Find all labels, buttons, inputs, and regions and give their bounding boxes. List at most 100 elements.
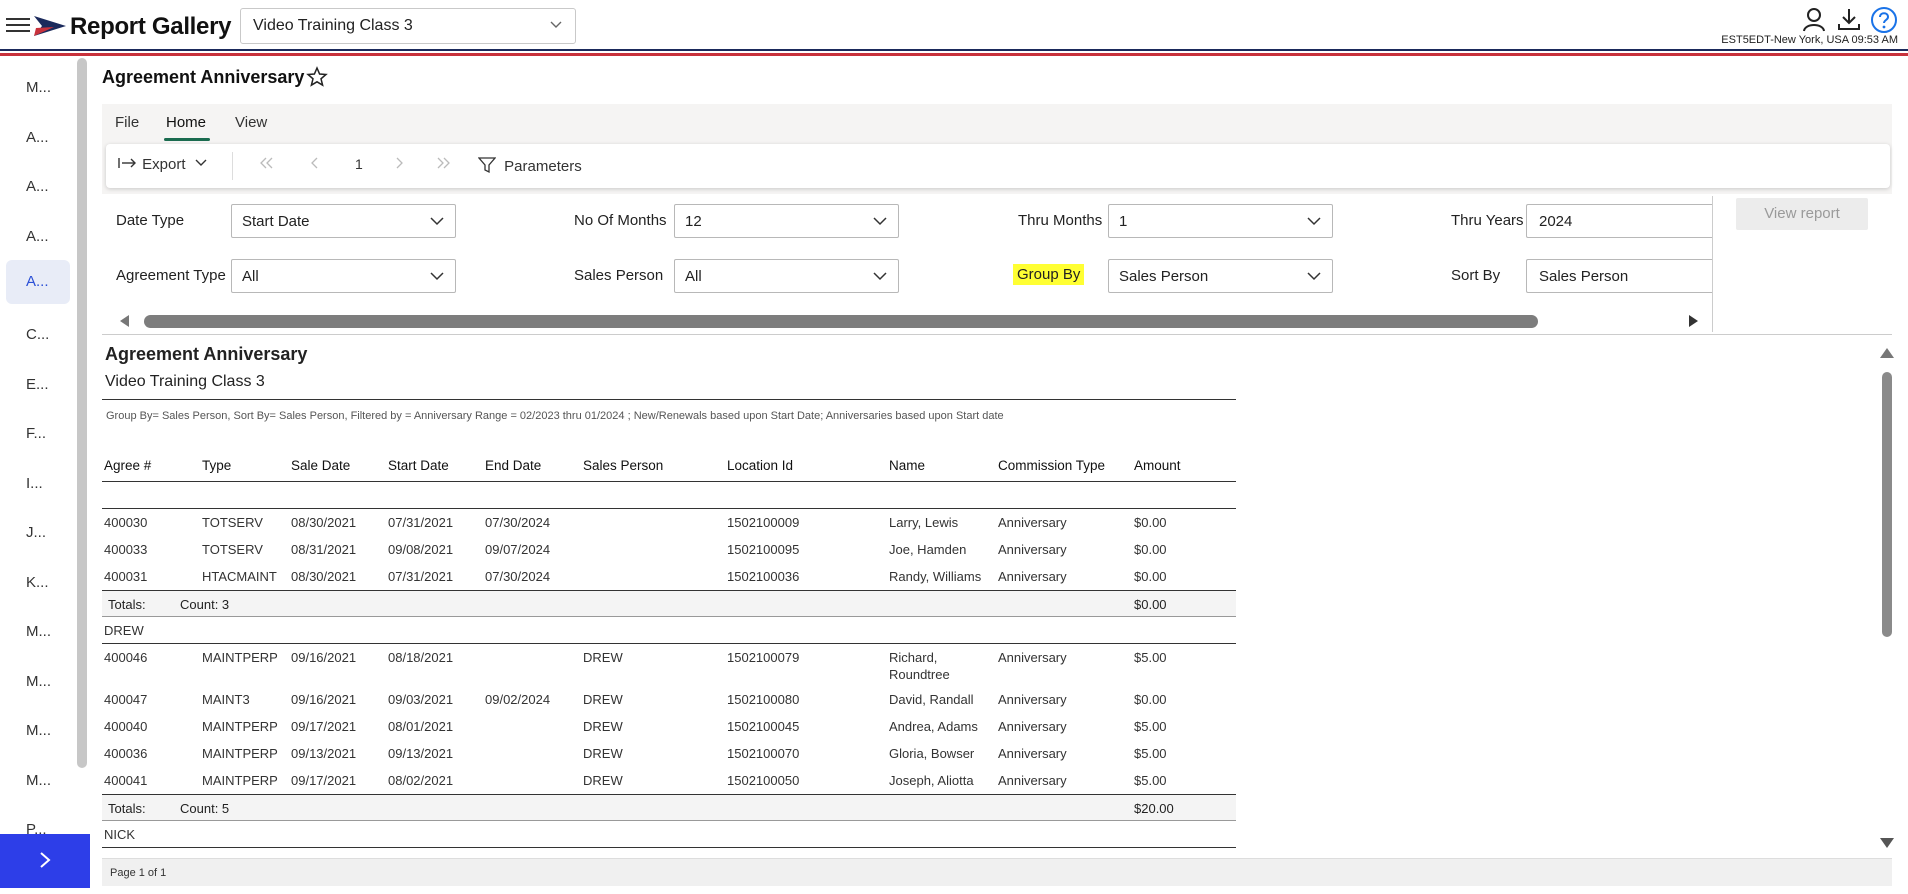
report-subtitle: Video Training Class 3 [105,373,265,390]
table-cell: 09/08/2021 [388,542,454,557]
report-table: Agree # Type Sale Date Start Date End Da… [102,452,1236,856]
sidebar-item[interactable]: I... [6,462,70,506]
sidebar-item[interactable]: J... [6,511,70,555]
chevron-down-icon [873,272,887,281]
scroll-left-icon[interactable] [120,315,130,327]
table-cell: Andrea, Adams [889,719,978,734]
table-cell: Arthur [889,853,995,856]
sidebar-item[interactable]: E... [6,363,70,407]
tab-home[interactable]: Home [166,114,207,131]
col-header: Type [202,458,232,473]
sidebar-item[interactable]: M... [6,610,70,654]
table-cell: 400040 [104,719,148,734]
totals-amount: $0.00 [1134,597,1167,612]
table-cell: 400047 [104,692,148,707]
previous-page-icon[interactable] [310,156,320,174]
sales-person-select[interactable]: All [674,259,899,293]
tab-view[interactable]: View [235,114,268,131]
view-report-button[interactable]: View report [1736,198,1868,230]
sidebar-item-label: A... [26,273,49,290]
sidebar-item[interactable]: A... [6,165,70,209]
active-tab-indicator [164,138,210,141]
sidebar-item[interactable]: K... [6,561,70,605]
no-of-months-select[interactable]: 12 [674,204,899,238]
sidebar-item[interactable]: M... [6,759,70,803]
tab-file[interactable]: File [115,114,140,131]
sidebar-item[interactable]: C... [6,313,70,357]
table-cell: MAINTPERP [202,854,288,856]
sidebar-item[interactable]: A... [6,215,70,259]
report-rule [102,399,1236,400]
thru-years-input[interactable]: 2024 [1526,204,1712,238]
header-rule-navy [0,49,1908,51]
table-cell: Anniversary [998,719,1067,734]
sidebar-item-label: M... [26,79,51,96]
user-icon[interactable] [1801,6,1827,32]
params-scroll-thumb[interactable] [144,315,1538,328]
sales-person-value: All [685,268,702,285]
group-by-select[interactable]: Sales Person [1108,259,1333,293]
report-scroll-thumb[interactable] [1882,372,1892,637]
page-number-field[interactable]: 1 [355,156,363,172]
table-cell: 1502100009 [727,515,800,530]
table-cell: 09/17/2021 [291,854,383,856]
sidebar-expand-button[interactable] [0,834,90,888]
group-by-label: Group By [1013,264,1085,285]
help-icon[interactable] [1870,6,1898,34]
download-icon[interactable] [1836,6,1862,32]
sidebar-item-label: F... [26,425,47,442]
scroll-down-icon[interactable] [1880,838,1894,848]
table-row[interactable]: 400036 MAINTPERP 09/13/2021 09/13/2021 DREW 1… [102,740,1236,767]
chevron-down-icon [1307,217,1321,226]
table-cell: 07/30/2024 [485,515,551,530]
sidebar-item-label: J... [26,524,47,541]
sidebar-item[interactable]: M... [6,66,70,110]
sidebar-item[interactable]: P... [6,808,70,852]
table-cell: Anniversary [998,854,1130,856]
report-vertical-scrollbar[interactable] [1880,344,1894,852]
table-row[interactable]: 400040 MAINTPERP 09/17/2021 08/01/2021 DREW 1… [102,713,1236,740]
hamburger-menu-icon[interactable] [6,14,30,36]
totals-count: Count: 3 [180,597,230,612]
sort-by-select[interactable]: Sales Person [1526,259,1712,293]
table-header-row: Agree # Type Sale Date Start Date End Da… [102,452,1236,482]
last-page-icon[interactable] [436,156,452,174]
parameters-button[interactable]: Parameters [477,156,582,175]
table-cell: Anniversary [998,569,1067,584]
table-cell: 1502100080 [727,692,800,707]
sidebar-item-active[interactable]: A... [6,260,70,304]
favorite-star-icon[interactable] [306,66,328,88]
table-cell: 08/18/2021 [388,650,454,665]
agreement-type-select[interactable]: All [231,259,456,293]
sidebar-item[interactable]: M... [6,660,70,704]
date-type-select[interactable]: Start Date [231,204,456,238]
timezone-clock: EST5EDT-New York, USA 09:53 AM [1721,34,1898,46]
table-cell: NICK [583,854,723,856]
export-button[interactable]: Export [118,156,208,173]
scroll-up-icon[interactable] [1880,348,1894,358]
table-row[interactable]: 400046 MAINTPERP 09/16/2021 08/18/2021 DREW 1… [102,644,1236,686]
table-cell: Anniversary [998,542,1067,557]
thru-months-select[interactable]: 1 [1108,204,1333,238]
next-page-icon[interactable] [394,156,404,174]
table-row[interactable]: 400047 MAINT3 09/16/2021 09/03/2021 09/02/20… [102,686,1236,713]
gallery-select[interactable]: Video Training Class 3 [240,8,576,44]
table-row[interactable]: 400041 MAINTPERP 09/17/2021 08/02/2021 DREW 1… [102,767,1236,794]
params-horizontal-scrollbar[interactable] [116,310,1706,332]
table-row[interactable]: 400033 TOTSERV 08/31/2021 09/08/2021 09/07/2… [102,536,1236,563]
sidebar-item[interactable]: F... [6,412,70,456]
table-cell: MAINTPERP [202,773,278,788]
scroll-right-icon[interactable] [1688,315,1698,327]
table-cell: DREW [583,746,623,761]
thru-months-value: 1 [1119,213,1128,230]
first-page-icon[interactable] [258,156,274,174]
totals-row: Totals: Count: 5 $20.00 [102,794,1236,821]
sidebar-scrollbar[interactable] [77,58,87,768]
sidebar-item[interactable]: M... [6,709,70,753]
sidebar-item[interactable]: A... [6,116,70,160]
totals-row: Totals: Count: 3 $0.00 [102,590,1236,617]
table-cell: 09/07/2024 [485,542,551,557]
table-row[interactable]: 400031 HTACMAINT 08/30/2021 07/31/2021 07/30… [102,563,1236,590]
table-row[interactable]: 400030 TOTSERV 08/30/2021 07/31/2021 07/30/2… [102,509,1236,536]
